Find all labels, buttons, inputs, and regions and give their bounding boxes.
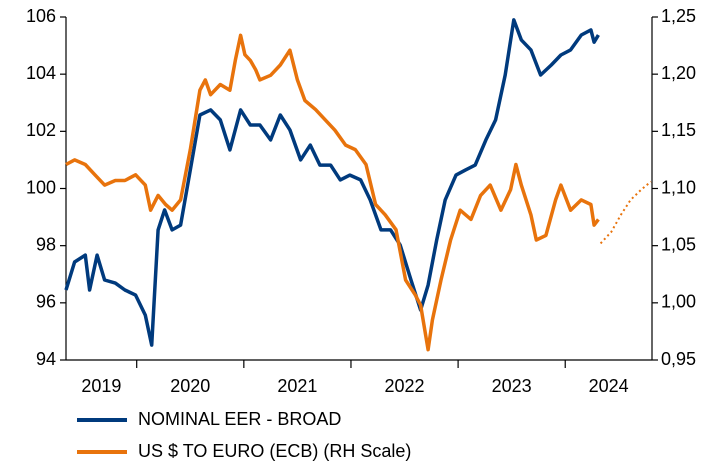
y2-tick-label: 1,20 (661, 63, 696, 83)
y-tick-label: 98 (36, 234, 56, 254)
y2-tick-label: 1,00 (661, 292, 696, 312)
y2-tick-label: 1,25 (661, 6, 696, 26)
y-tick-label: 100 (26, 177, 56, 197)
y-tick-label: 94 (36, 349, 56, 369)
legend-label: US $ TO EURO (ECB) (RH Scale) (138, 441, 411, 461)
y2-tick-label: 0,95 (661, 349, 696, 369)
y-tick-label: 96 (36, 292, 56, 312)
series-line (599, 180, 652, 245)
series-line (64, 18, 600, 347)
y-tick-label: 102 (26, 120, 56, 140)
x-tick-label: 2020 (170, 376, 210, 396)
y-tick-label: 104 (26, 63, 56, 83)
y-tick-label: 106 (26, 6, 56, 26)
x-tick-label: 2022 (385, 376, 425, 396)
x-tick-label: 2023 (492, 376, 532, 396)
x-tick-label: 2024 (589, 376, 629, 396)
y2-tick-label: 1,15 (661, 120, 696, 140)
y2-tick-label: 1,05 (661, 234, 696, 254)
legend-label: NOMINAL EER - BROAD (138, 409, 341, 429)
x-tick-label: 2021 (277, 376, 317, 396)
y2-tick-label: 1,10 (661, 177, 696, 197)
series-line (65, 33, 600, 352)
x-tick-label: 2019 (81, 376, 121, 396)
